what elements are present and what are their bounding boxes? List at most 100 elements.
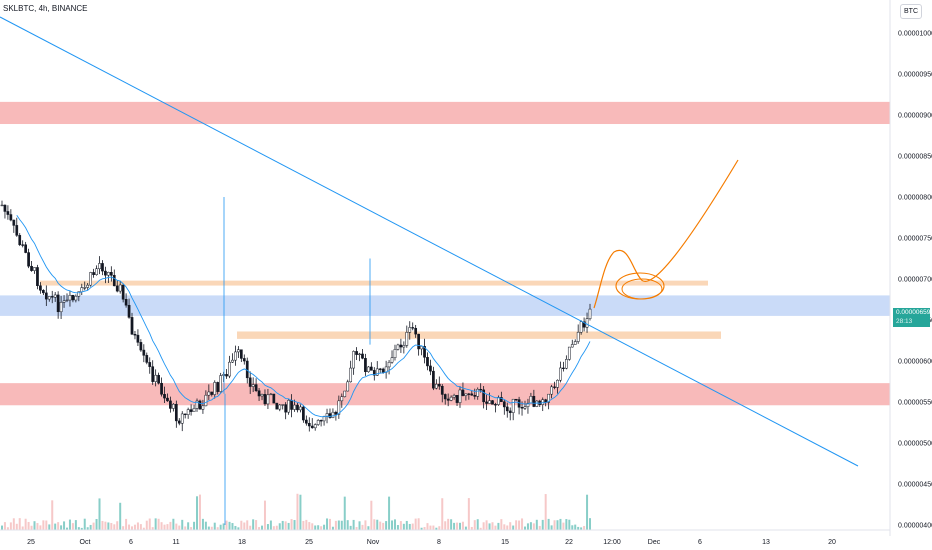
zone-breakout-2 [0,295,890,316]
candle-body [177,420,181,424]
volume-bar [133,524,136,530]
candle-body [337,400,341,415]
candle-body [570,344,574,348]
time-axis[interactable]: 25 Oct 6 11 18 25 Nov 8 15 22 12:00 Dec 6 13 20 [27,539,836,546]
candle-body [464,393,468,396]
volume-bar [83,518,86,530]
volume-bar [352,519,355,530]
volume-bar [263,500,266,530]
volume-bar [311,523,314,530]
candle-body [33,267,36,271]
candle-body [369,366,373,371]
candle-body [547,393,550,403]
candle-body [124,299,128,306]
volume-bar [577,526,580,530]
volume-bar [231,523,234,530]
candle-body [340,396,344,402]
zone-resistance-0 [0,101,890,125]
volume-bar [139,524,142,530]
volume-bar [24,518,27,530]
candle-body [6,211,10,215]
candle-body [3,204,7,212]
candle-body [437,383,441,387]
volume-bar [160,522,163,530]
candle-body [180,413,184,424]
candle-body [361,353,364,359]
last-price-value: 0.00000659 [896,309,931,316]
volume-bar [240,520,243,530]
volume-bar [57,522,60,530]
volume-bar [163,524,166,530]
volume-bar [45,520,48,530]
candle-body [239,349,243,359]
candle-body [231,359,234,363]
candle-body [387,361,391,368]
volume-bar [272,526,275,530]
volume-bar [216,527,219,530]
candle-body [186,409,190,415]
bar-countdown: 28:13 [896,318,913,325]
candle-body [77,291,81,297]
volume-bar [142,527,145,530]
candle-body [148,362,152,367]
volume-bar [148,518,151,530]
x-tick-label: 6 [129,539,133,546]
volume-bar [169,521,172,530]
candle-body [189,409,193,412]
volume-bar [340,520,343,530]
volume-bar [284,521,287,530]
volume-bar [399,521,402,530]
candle-body [535,400,539,407]
volume-bar [411,523,414,530]
volume-bar [512,525,515,530]
zone-level-4 [237,331,721,339]
candle-body [201,405,205,410]
projection-loop [621,278,663,300]
x-tick-label: 15 [501,539,509,546]
volume-bar [420,527,423,530]
volume-bar [196,496,199,530]
candle-body [121,284,125,300]
candle-body [290,400,293,410]
volume-bar [559,518,562,530]
candle-body [331,411,335,418]
volume-bar [1,525,3,530]
candle-body [435,383,438,389]
candle-body [127,304,131,318]
candle-body [163,394,166,399]
candle-body [109,272,113,276]
x-tick-label: 8 [437,539,441,546]
candle-body [556,379,559,388]
volume-bar [172,518,175,530]
volume-bar [550,525,553,530]
candle-body [488,400,491,404]
candle-body [508,410,512,413]
candle-body [304,419,308,424]
x-tick-label: 12:00 [603,539,621,546]
price-axis[interactable]: 0.00001000 0.00000950 0.00000900 0.00000850… [898,31,932,530]
candle-body [346,381,350,392]
candle-body [204,394,208,407]
volume-bar [426,523,429,530]
volume-bar [18,518,21,530]
volume-bar [526,523,529,530]
volume-bar [89,524,92,530]
candle-body [396,344,400,350]
candle-body [296,404,299,411]
candle-body [266,394,270,405]
candle-body [56,294,60,313]
currency-button[interactable]: BTC [900,4,922,19]
volume-bar [213,522,216,530]
candle-body [115,285,119,292]
volume-bar [21,526,24,530]
candle-body [500,397,503,402]
candle-body [44,292,48,300]
candle-body [452,395,456,398]
zone-level-3 [40,280,708,286]
volume-bar [328,518,331,530]
volume-bar [503,524,506,530]
y-tick-label: 0.00000450 [898,482,932,489]
y-tick-label: 0.00000900 [898,113,932,120]
volume-bar [544,494,547,530]
